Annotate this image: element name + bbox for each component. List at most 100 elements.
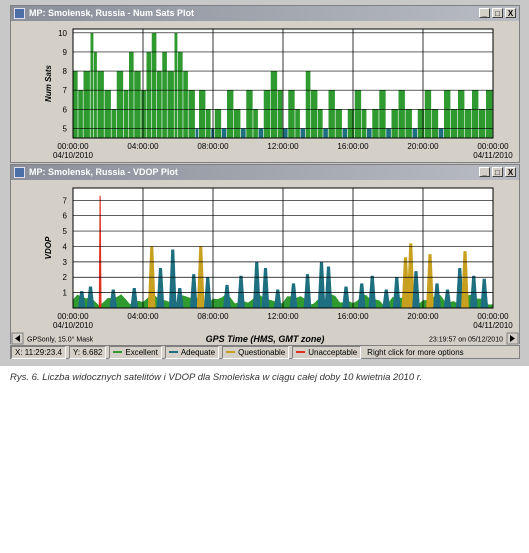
vdop-spike — [237, 275, 245, 308]
legend-adequate[interactable]: Adequate — [164, 345, 220, 359]
numsats-bar — [227, 90, 234, 138]
x-tick-label: 00:00:00 — [57, 142, 89, 151]
vdop-spike — [469, 275, 478, 308]
legend-questionable[interactable]: Questionable — [222, 345, 290, 359]
x-start-date: 04/10/2010 — [53, 151, 94, 160]
numsats-bar — [412, 128, 418, 138]
horizontal-scrollbar[interactable]: GPSonly, 15.0° Mask GPS Time (HMS, GMT z… — [11, 332, 519, 345]
numsats-bar — [277, 90, 283, 138]
app-icon — [14, 167, 25, 178]
vdop-spike — [342, 286, 350, 308]
x-tick-label: 00:00:00 — [477, 142, 509, 151]
numsats-bar — [465, 109, 472, 138]
vdop-spike — [433, 283, 441, 308]
numsats-bar — [111, 109, 117, 138]
numsats-bar — [451, 109, 458, 138]
y-tick-label: 7 — [63, 196, 68, 205]
vdop-spike — [303, 274, 312, 308]
numsats-bar — [94, 51, 97, 138]
numsats-bar — [221, 128, 227, 138]
numsats-bar — [246, 90, 253, 138]
vdop-spike — [168, 249, 177, 308]
x-tick-label: 20:00:00 — [407, 312, 439, 321]
numsats-bar — [199, 90, 206, 138]
numsats-bar — [391, 109, 398, 138]
legend-swatch — [226, 351, 236, 353]
vdop-spike — [406, 243, 415, 308]
vdop-chart[interactable]: 1 2 3 4 5 6 7 00:00:00 04:00:00 08:00:00 12:00:00 1… — [11, 180, 519, 330]
minimize-button[interactable]: _ — [479, 167, 490, 177]
numsats-bar — [444, 90, 451, 138]
close-button[interactable]: X — [505, 167, 516, 177]
vdop-spike — [324, 266, 333, 308]
numsats-bar — [263, 90, 271, 138]
vdop-spike — [289, 283, 298, 308]
y-tick-label: 3 — [63, 258, 68, 267]
numsats-titlebar[interactable]: MP: Smolensk, Russia - Num Sats Plot _ □… — [11, 6, 519, 21]
vdop-spike — [368, 275, 377, 308]
numsats-bar — [318, 109, 323, 138]
close-button[interactable]: X — [505, 8, 516, 18]
vdop-spike — [273, 289, 282, 308]
x-tick-label: 16:00:00 — [337, 142, 369, 151]
mask-label: GPSonly, 15.0° Mask — [27, 336, 94, 344]
y-axis-label: Num Sats — [44, 65, 53, 102]
numsats-chart[interactable]: 5 6 7 8 9 10 00:00:00 04:00:00 08:00:00 12:00:00 1… — [11, 21, 519, 162]
y-tick-label: 10 — [58, 29, 67, 38]
numsats-bar — [116, 71, 124, 138]
legend-label: Unacceptable — [308, 347, 358, 357]
legend-swatch — [168, 351, 178, 353]
numsats-bar — [328, 90, 335, 138]
x-tick-label: 00:00:00 — [57, 312, 89, 321]
numsats-bar — [134, 71, 141, 138]
numsats-bar — [234, 109, 241, 138]
x-axis-label: GPS Time (HMS, GMT zone) — [206, 334, 325, 344]
numsats-bar — [405, 109, 412, 138]
numsats-bar — [83, 71, 90, 138]
y-tick-label: 5 — [63, 124, 68, 133]
vdop-spike — [223, 284, 231, 308]
numsats-bar — [214, 109, 222, 138]
vdop-spike — [443, 289, 452, 308]
y-tick-label: 9 — [63, 48, 68, 57]
y-tick-label: 6 — [63, 212, 68, 221]
numsats-bar — [97, 71, 104, 138]
numsats-bar — [188, 90, 195, 138]
numsats-bar — [367, 128, 372, 138]
numsats-bar — [372, 109, 379, 138]
numsats-bar — [123, 90, 129, 138]
status-hint: Right click for more options — [367, 347, 464, 357]
y-tick-label: 7 — [63, 86, 68, 95]
vdop-titlebar[interactable]: MP: Smolensk, Russia - VDOP Plot _ □ X — [11, 165, 519, 180]
x-tick-label: 20:00:00 — [407, 142, 439, 151]
x-tick-label: 12:00:00 — [267, 142, 299, 151]
chevron-right-icon — [510, 335, 515, 342]
maximize-button[interactable]: □ — [492, 8, 503, 18]
vdop-spike — [77, 291, 86, 308]
vdop-spike — [86, 286, 95, 308]
maximize-button[interactable]: □ — [492, 167, 503, 177]
numsats-bar — [305, 71, 311, 138]
numsats-bar — [335, 109, 342, 138]
numsats-bar — [195, 128, 199, 138]
vdop-spike — [130, 288, 139, 308]
minimize-button[interactable]: _ — [479, 8, 490, 18]
legend-excellent[interactable]: Excellent — [109, 345, 162, 359]
numsats-bar — [174, 32, 178, 138]
plot-border — [72, 28, 494, 139]
x-tick-label: 00:00:00 — [477, 312, 509, 321]
app-icon — [14, 8, 25, 19]
plot-border — [72, 187, 494, 309]
legend-swatch — [296, 351, 306, 353]
legend-swatch — [113, 351, 123, 353]
numsats-bar — [311, 90, 318, 138]
numsats-bar — [141, 90, 146, 138]
y-tick-label: 8 — [63, 67, 68, 76]
x-start-date: 04/10/2010 — [53, 321, 94, 330]
numsats-bar — [146, 51, 152, 138]
numsats-bar — [479, 109, 486, 138]
vdop-window: MP: Smolensk, Russia - VDOP Plot _ □ X 1… — [10, 164, 520, 345]
y-tick-label: 5 — [63, 227, 68, 236]
legend-unacceptable[interactable]: Unacceptable — [292, 345, 362, 359]
vdop-spike — [426, 254, 434, 308]
